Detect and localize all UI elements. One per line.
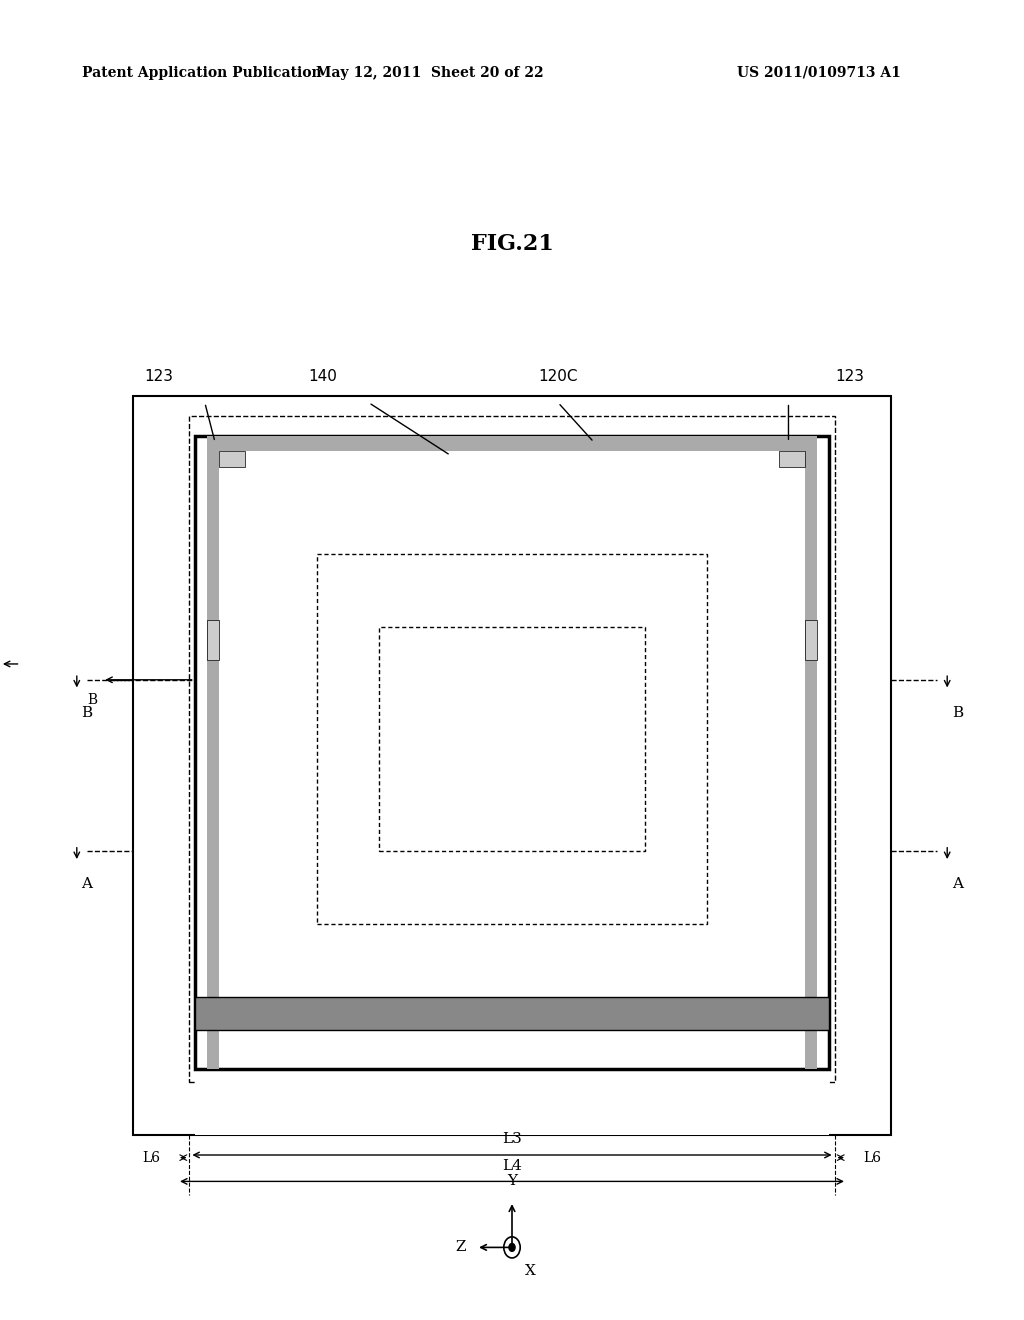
Bar <box>195 436 829 1069</box>
Bar <box>379 627 645 851</box>
Bar <box>195 997 829 1030</box>
Bar <box>207 620 219 660</box>
Text: Z: Z <box>456 1241 466 1254</box>
Bar <box>779 451 805 467</box>
Text: 140: 140 <box>308 368 337 384</box>
Bar <box>195 997 829 1030</box>
Bar <box>207 436 817 451</box>
Text: Y: Y <box>507 1175 517 1188</box>
Text: US 2011/0109713 A1: US 2011/0109713 A1 <box>737 66 901 79</box>
Text: A: A <box>952 878 963 891</box>
Text: FIG.21: FIG.21 <box>471 234 553 255</box>
Text: B: B <box>82 706 92 719</box>
Bar <box>133 396 891 1135</box>
Text: X: X <box>525 1265 536 1278</box>
Bar <box>207 451 219 1069</box>
Text: L6: L6 <box>863 1151 882 1164</box>
Text: B: B <box>952 706 963 719</box>
Bar <box>805 620 817 660</box>
Bar <box>317 554 707 924</box>
Text: Patent Application Publication: Patent Application Publication <box>82 66 322 79</box>
Circle shape <box>509 1243 515 1251</box>
Text: May 12, 2011  Sheet 20 of 22: May 12, 2011 Sheet 20 of 22 <box>316 66 544 79</box>
Text: L6: L6 <box>142 1151 161 1164</box>
Text: 120C: 120C <box>539 368 578 384</box>
Bar <box>195 1076 829 1135</box>
Text: 123: 123 <box>836 368 864 384</box>
Text: B: B <box>87 693 97 706</box>
Text: L4: L4 <box>502 1159 522 1172</box>
Bar <box>805 451 817 1069</box>
Bar <box>219 451 245 467</box>
Text: L3: L3 <box>502 1133 522 1146</box>
Text: A: A <box>82 878 92 891</box>
Bar <box>189 416 835 1082</box>
Text: 123: 123 <box>144 368 173 384</box>
